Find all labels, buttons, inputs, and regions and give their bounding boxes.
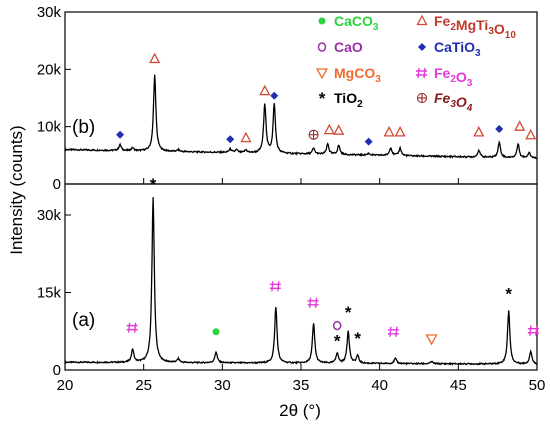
marker-fe2mgti3o10 (383, 126, 395, 137)
marker-tio2: * (150, 175, 157, 194)
y-tick-label: 0 (53, 176, 61, 193)
marker-fe3o4 (417, 93, 427, 103)
marker-caco3 (212, 328, 220, 336)
marker-fe2mgti3o10 (525, 128, 537, 140)
marker-mgco3 (315, 68, 329, 80)
marker-fe2mgti3o10 (394, 126, 406, 137)
y-tick-label: 30k (37, 207, 62, 224)
marker-caco3 (318, 17, 326, 25)
x-tick-label: 25 (135, 377, 152, 394)
legend-label-catio3: CaTiO3 (434, 39, 481, 59)
marker-catio3 (270, 91, 279, 100)
x-tick-label: 20 (57, 377, 74, 394)
legend-label-caco3: CaCO3 (334, 13, 379, 33)
marker-fe2o3 (126, 322, 138, 333)
legend-label-tio2: TiO2 (334, 90, 363, 110)
marker-tio2: * (334, 332, 341, 351)
marker-fe2mgti3o10 (514, 120, 526, 131)
x-tick-label: 40 (371, 377, 388, 394)
marker-tio2: * (354, 329, 361, 348)
marker-tio2: * (319, 89, 326, 108)
x-tick-label: 30 (214, 377, 231, 394)
x-tick-label: 45 (450, 377, 467, 394)
marker-catio3 (226, 135, 235, 144)
x-tick-label: 50 (529, 377, 546, 394)
plot-frame (64, 183, 538, 371)
marker-tio2: * (505, 285, 512, 304)
y-tick-label: 10k (37, 119, 62, 136)
x-axis: 20 25 30 35 40 45 50 (57, 178, 546, 394)
x-axis-title: 2θ (°) (279, 401, 321, 420)
marker-tio2: * (345, 303, 352, 322)
marker-cao (332, 320, 342, 331)
marker-catio3 (418, 43, 426, 51)
marker-fe2mgti3o10 (240, 131, 252, 143)
marker-fe2o3 (527, 325, 539, 336)
marker-catio3 (116, 130, 125, 139)
xrd-pattern-line (64, 197, 538, 366)
marker-fe2mgti3o10 (323, 123, 335, 135)
marker-catio3 (364, 137, 373, 146)
legend-label-cao: CaO (334, 39, 363, 55)
marker-fe2o3 (416, 67, 427, 79)
marker-fe2mgti3o10 (416, 14, 428, 26)
panel-label: (b) (72, 117, 95, 138)
panel-label: (a) (72, 310, 95, 331)
marker-fe2mgti3o10 (333, 124, 345, 135)
marker-fe2mgti3o10 (259, 84, 271, 96)
xrd-pattern-line (64, 74, 538, 160)
marker-fe3o4 (309, 130, 319, 140)
marker-catio3 (495, 124, 504, 133)
y-axis-title: Intensity (counts) (7, 125, 26, 254)
legend-label-fe2mgti3o10: Fe2MgTi3O10 (434, 13, 516, 41)
legend-label-fe3o4: Fe3O4 (434, 90, 473, 114)
marker-fe2mgti3o10 (473, 126, 485, 137)
marker-cao (317, 42, 327, 52)
marker-mgco3 (425, 334, 438, 346)
legend: CaCO3 Fe2MgTi3O10 CaO CaTiO3 MgCO3 Fe2O3 * TiO2… (315, 13, 516, 114)
marker-fe2o3 (307, 297, 319, 308)
y-tick-label: 0 (53, 362, 61, 379)
legend-label-mgco3: MgCO3 (334, 65, 381, 85)
legend-label-fe2o3: Fe2O3 (434, 65, 473, 89)
marker-fe2o3 (269, 281, 281, 292)
y-tick-label: 15k (37, 285, 62, 302)
y-tick-label: 20k (37, 61, 62, 78)
marker-fe2mgti3o10 (149, 52, 161, 64)
x-tick-label: 35 (293, 377, 310, 394)
marker-fe2o3 (387, 326, 399, 337)
y-tick-label: 30k (37, 4, 62, 21)
